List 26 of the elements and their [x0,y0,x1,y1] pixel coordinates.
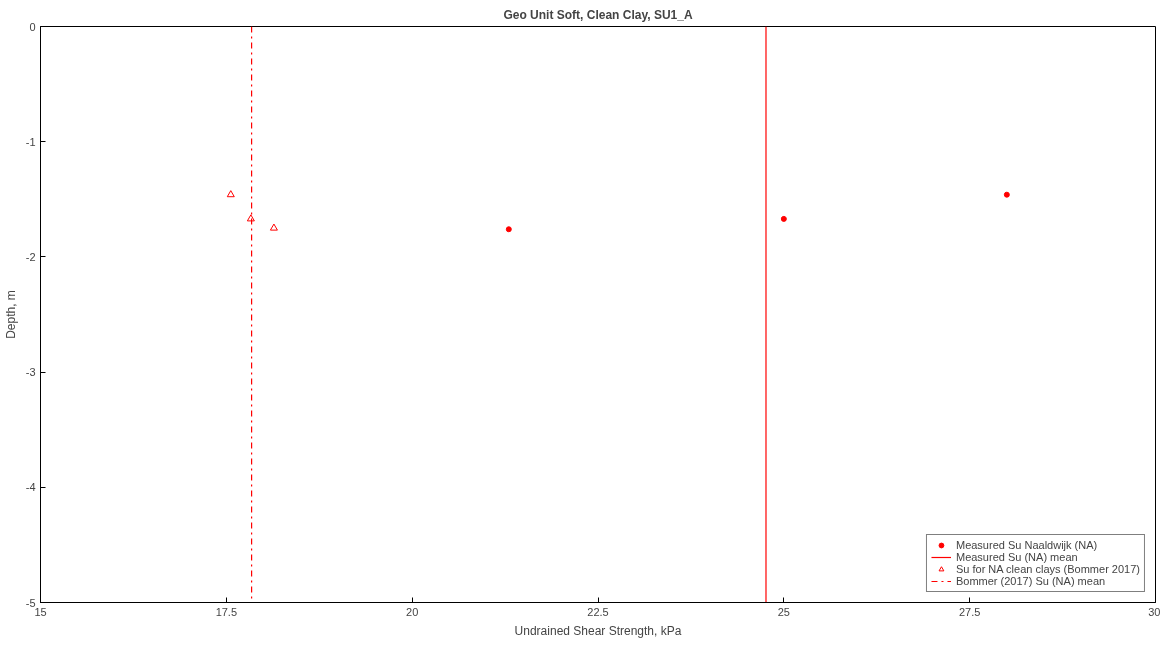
x-tick-label: 25 [777,605,790,618]
x-axis-title: Undrained Shear Strength, kPa [514,623,682,638]
y-tick-label: -5 [25,596,36,609]
x-tick-label: 27.5 [958,605,981,618]
y-axis-title: Depth, m [3,290,18,339]
legend-label: Measured Su (NA) mean [955,551,1078,563]
legend-label: Bommer (2017) Su (NA) mean [955,575,1106,587]
point [246,214,255,222]
point [780,215,787,222]
chart-title: Geo Unit Soft, Clean Clay, SU1_A [503,7,693,22]
point [269,223,278,231]
x-tick-label: 15 [34,605,47,618]
y-tick-label: -4 [25,481,36,494]
x-tick-label: 30 [1148,605,1161,618]
x-tick-label: 17.5 [215,605,238,618]
y-tick-label: -3 [25,366,36,379]
point [226,190,235,198]
point [505,226,512,233]
legend-label: Su for NA clean clays (Bommer 2017) [955,563,1140,575]
y-tick-label: 0 [29,20,36,33]
point [1003,191,1010,198]
x-tick-label: 20 [406,605,419,618]
y-tick-label: -2 [25,250,36,263]
legend-label: Measured Su Naaldwijk (NA) [955,539,1098,551]
x-tick-label: 22.5 [587,605,609,618]
y-tick-label: -1 [25,135,36,148]
